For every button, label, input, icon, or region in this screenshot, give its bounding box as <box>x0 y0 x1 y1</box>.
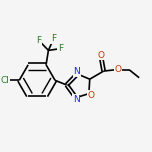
Text: Cl: Cl <box>0 76 9 85</box>
Text: O: O <box>115 65 122 74</box>
Text: F: F <box>51 34 56 43</box>
Text: F: F <box>37 36 42 45</box>
Text: O: O <box>87 91 94 100</box>
Text: O: O <box>98 51 105 60</box>
Text: F: F <box>58 44 63 53</box>
Text: N: N <box>73 67 80 76</box>
Text: N: N <box>73 95 79 104</box>
